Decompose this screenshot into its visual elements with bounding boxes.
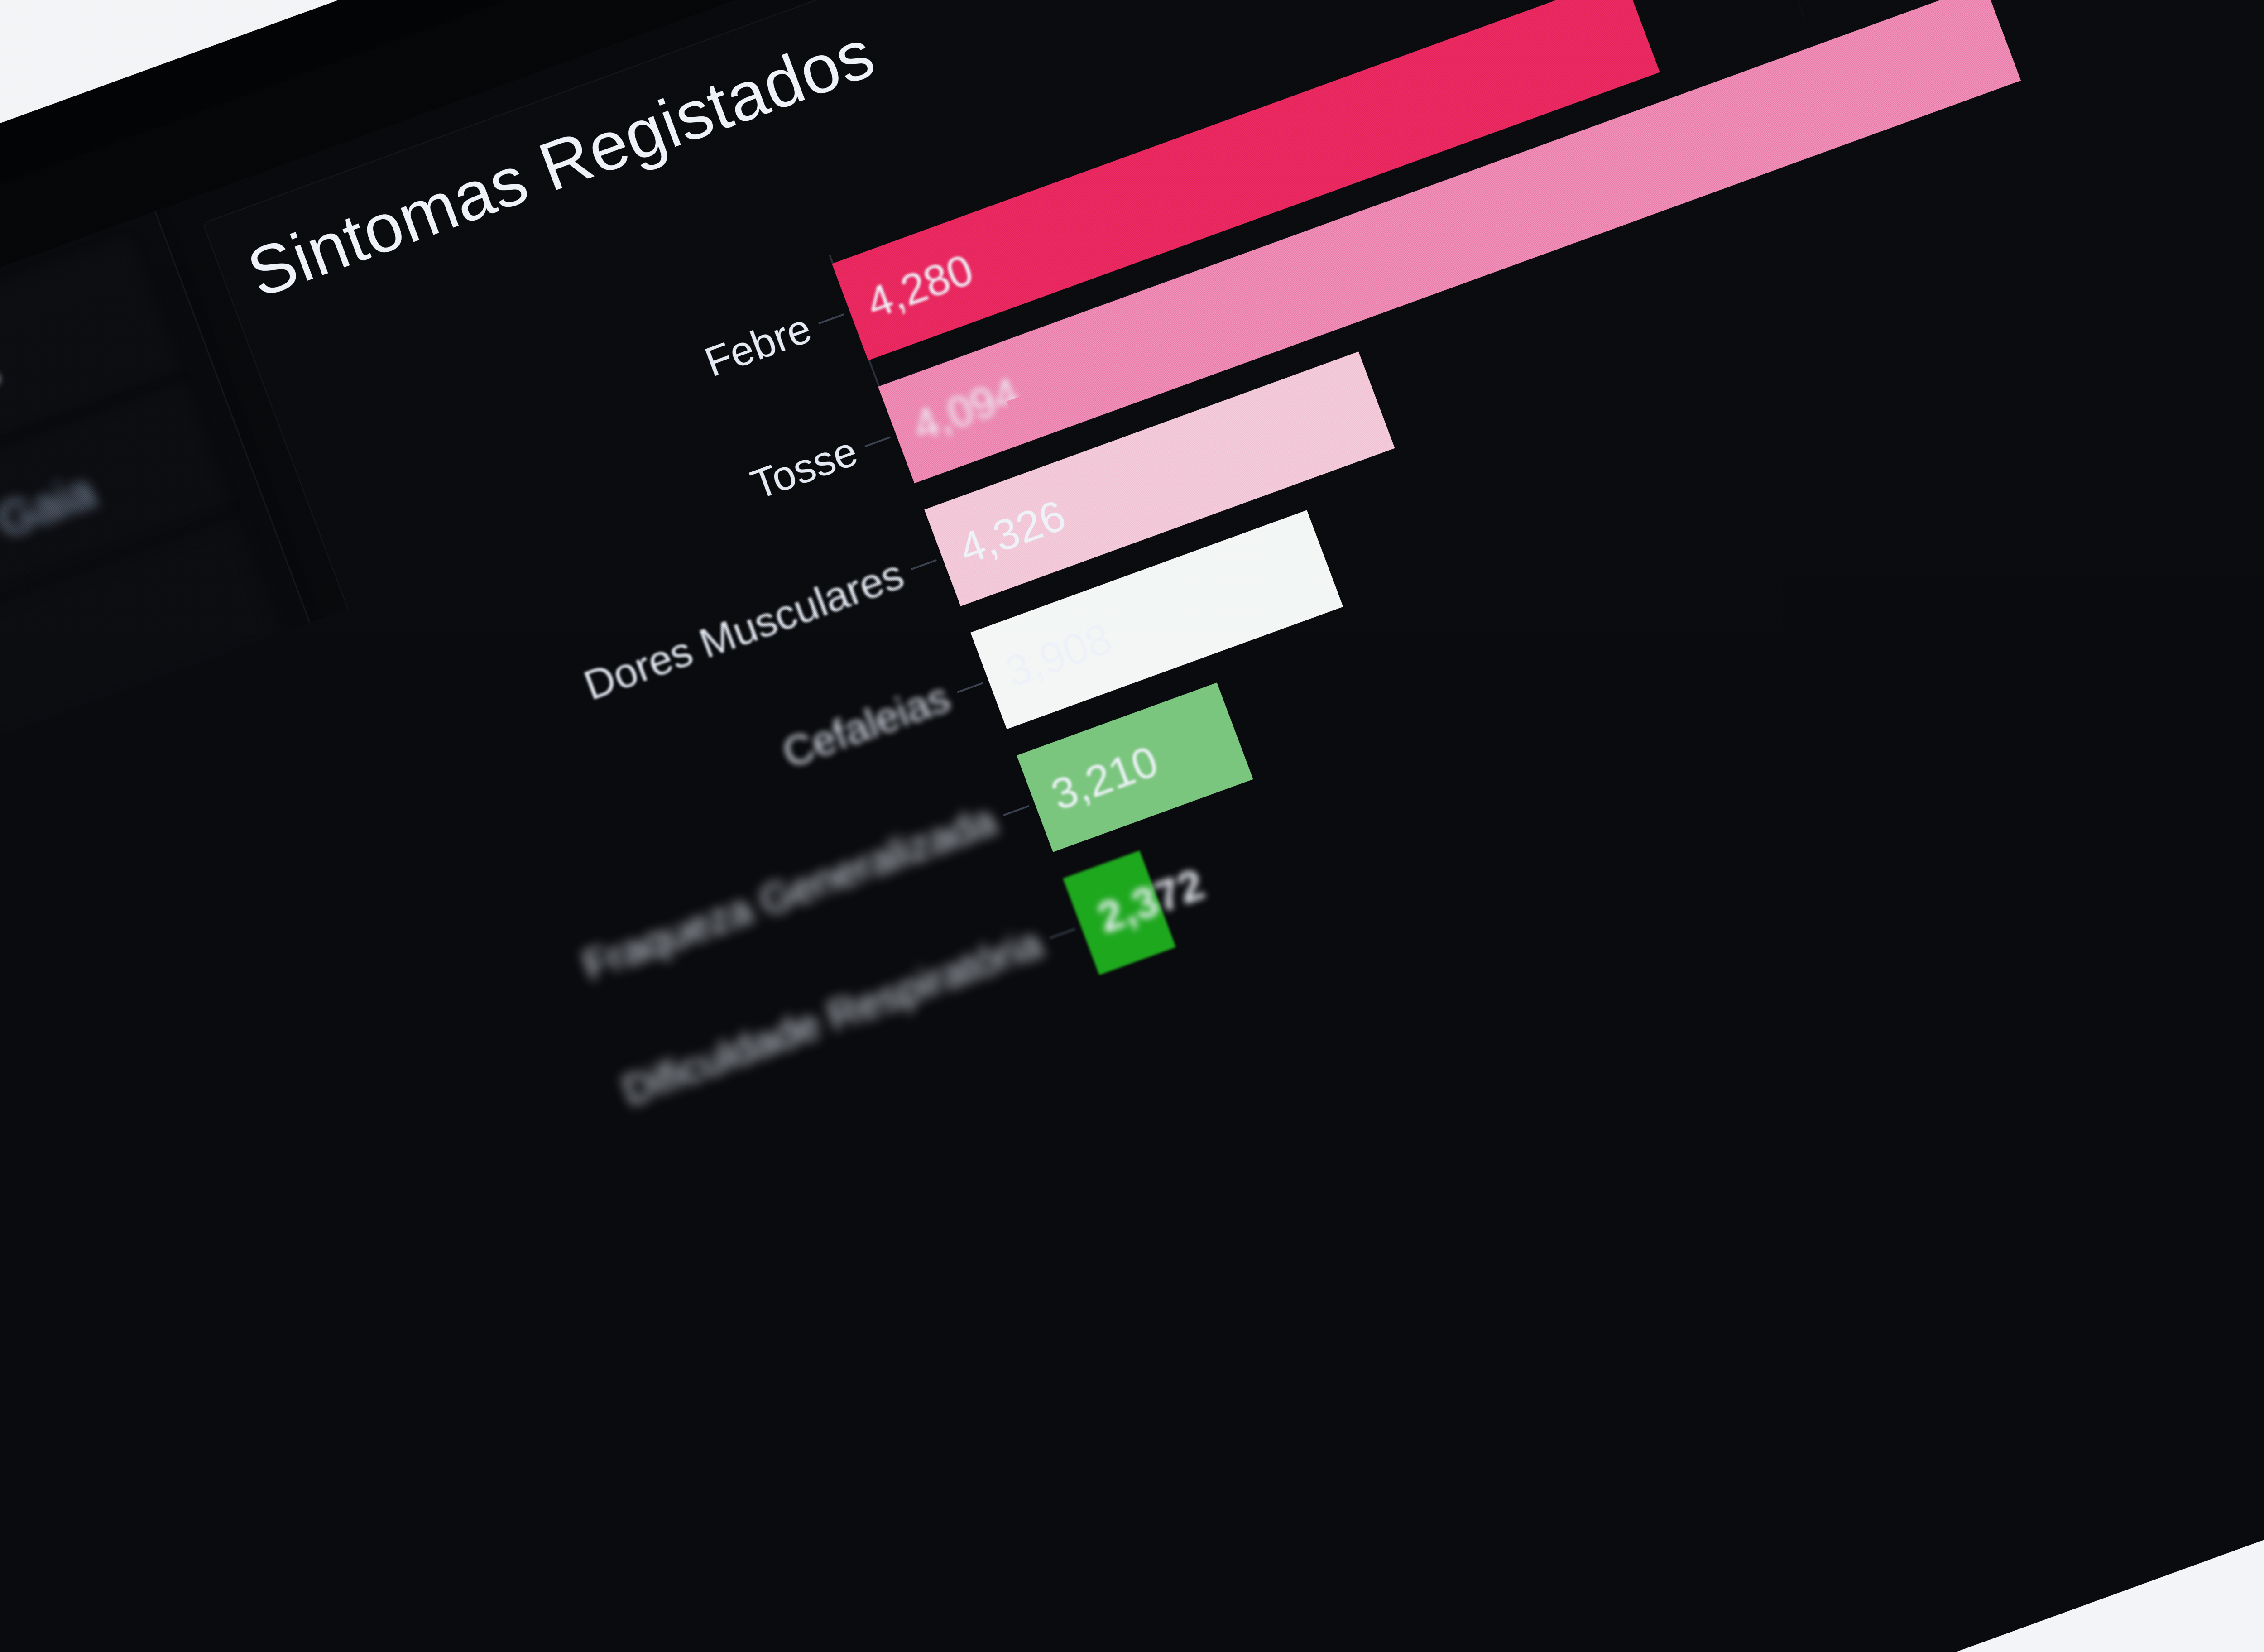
dashboard-screen: Confirmados Vila Nova de Gaia Casos Recu… (0, 0, 2264, 1652)
monitor: Confirmados Vila Nova de Gaia Casos Recu… (0, 0, 2264, 1652)
gridline-vertical (2232, 0, 2264, 636)
photo-stage: Confirmados Vila Nova de Gaia Casos Recu… (0, 0, 2264, 1652)
